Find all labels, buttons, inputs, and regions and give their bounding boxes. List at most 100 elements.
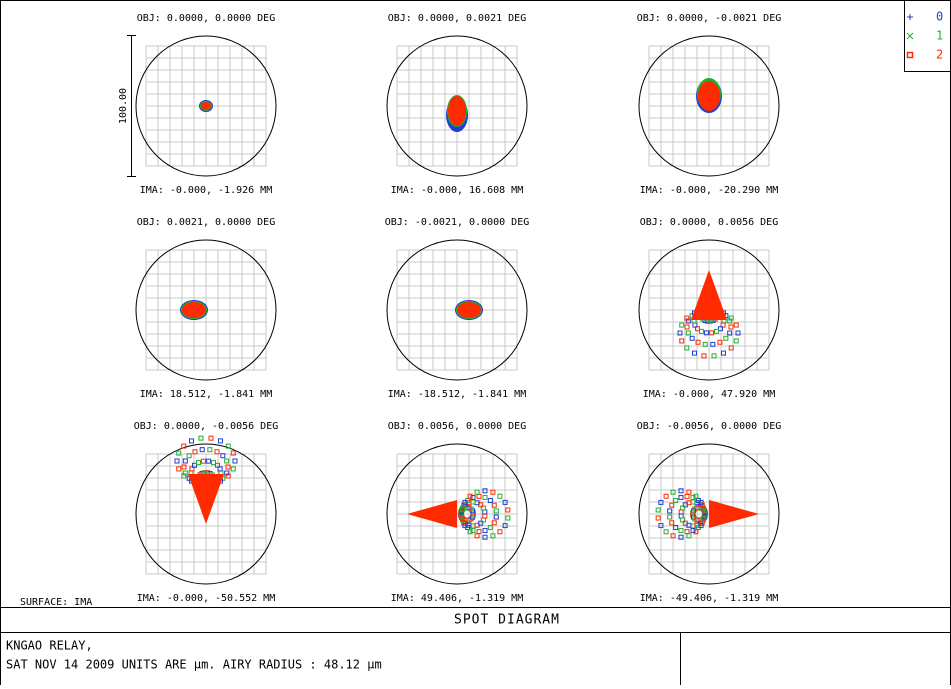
spot bbox=[174, 458, 180, 464]
spot bbox=[689, 335, 695, 341]
info-line: KNGAO RELAY, bbox=[6, 639, 93, 653]
spot bbox=[698, 81, 720, 111]
spot bbox=[663, 493, 669, 499]
obj-label: OBJ: 0.0000, 0.0056 DEG bbox=[640, 217, 778, 228]
legend-marker bbox=[906, 51, 914, 59]
spot-panel: OBJ: 0.0000, -0.0021 DEG IMA: -0.000, -20… bbox=[637, 13, 782, 196]
legend-label: 0 bbox=[936, 10, 943, 24]
spot bbox=[505, 507, 511, 513]
ima-label: IMA: -0.000, -50.552 MM bbox=[137, 593, 275, 604]
spot bbox=[686, 533, 692, 539]
obj-label: OBJ: 0.0000, 0.0021 DEG bbox=[388, 13, 526, 24]
spot bbox=[684, 315, 690, 321]
spot bbox=[482, 528, 488, 534]
spot bbox=[188, 474, 224, 524]
spot bbox=[701, 353, 707, 359]
spot bbox=[461, 502, 467, 508]
spot bbox=[218, 438, 223, 444]
spot bbox=[176, 466, 182, 472]
spot bbox=[502, 523, 508, 529]
spot bbox=[505, 515, 511, 521]
spot bbox=[199, 447, 205, 453]
airy-disk bbox=[638, 35, 780, 177]
spot bbox=[693, 529, 699, 535]
spot bbox=[678, 528, 684, 534]
spot bbox=[703, 330, 709, 336]
spot bbox=[474, 533, 480, 539]
spot-panel: OBJ: 0.0000, 0.0056 DEG IMA: -0.000, 47.9… bbox=[638, 217, 780, 400]
legend-box bbox=[904, 0, 951, 72]
obj-label: OBJ: 0.0000, -0.0056 DEG bbox=[134, 421, 279, 432]
spot bbox=[493, 514, 499, 520]
spot bbox=[482, 488, 488, 494]
spot bbox=[189, 466, 195, 472]
airy-disk bbox=[386, 35, 528, 177]
spot bbox=[459, 507, 465, 513]
spot bbox=[482, 509, 488, 515]
spot bbox=[230, 466, 236, 472]
spot bbox=[470, 494, 476, 500]
obj-label: OBJ: -0.0021, 0.0000 DEG bbox=[385, 217, 530, 228]
spot bbox=[459, 515, 465, 521]
spot bbox=[206, 458, 212, 464]
spot bbox=[201, 102, 211, 110]
spot bbox=[709, 330, 715, 336]
spot bbox=[474, 489, 480, 495]
spot bbox=[407, 500, 457, 528]
spot bbox=[686, 522, 692, 528]
spot bbox=[690, 528, 696, 534]
ima-label: IMA: -0.000, -1.926 MM bbox=[140, 185, 272, 196]
airy-disk bbox=[135, 239, 277, 381]
grid bbox=[396, 249, 518, 371]
grid bbox=[145, 45, 267, 167]
spot bbox=[476, 529, 482, 535]
spot bbox=[196, 460, 201, 466]
spot bbox=[189, 438, 194, 444]
spot-panel: OBJ: 0.0000, -0.0056 DEG IMA: -0.000, -50… bbox=[134, 421, 279, 604]
spot bbox=[478, 520, 484, 526]
spot bbox=[694, 517, 700, 523]
spot bbox=[214, 462, 220, 468]
spot bbox=[198, 435, 204, 441]
spot bbox=[733, 322, 739, 328]
spot bbox=[462, 523, 468, 529]
spot bbox=[673, 498, 679, 504]
spot bbox=[692, 350, 697, 356]
spot bbox=[728, 345, 734, 351]
spot bbox=[232, 458, 238, 464]
spot bbox=[487, 498, 493, 504]
spot bbox=[476, 493, 482, 499]
spot bbox=[699, 328, 704, 334]
spot bbox=[211, 460, 216, 466]
spot bbox=[192, 462, 198, 468]
spot-panel: OBJ: 0.0000, 0.0000 DEG IMA: -0.000, -1.9… bbox=[135, 13, 277, 196]
spot bbox=[669, 502, 675, 508]
spot bbox=[490, 489, 496, 495]
spot-panel: OBJ: 0.0000, 0.0021 DEG IMA: -0.000, 16.6… bbox=[386, 13, 528, 196]
spot bbox=[462, 499, 468, 505]
ima-label: IMA: 49.406, -1.319 MM bbox=[391, 593, 523, 604]
spot bbox=[208, 435, 214, 441]
spot bbox=[678, 494, 684, 500]
spot bbox=[691, 270, 727, 320]
spot bbox=[497, 493, 503, 499]
spot bbox=[709, 500, 759, 528]
spot bbox=[658, 499, 664, 505]
spot bbox=[699, 520, 705, 526]
spot bbox=[678, 488, 684, 494]
spot bbox=[695, 326, 701, 332]
airy-disk bbox=[638, 443, 780, 585]
spot-panel: OBJ: -0.0056, 0.0000 DEG IMA: -49.406, -1… bbox=[637, 421, 782, 604]
spot bbox=[714, 328, 719, 334]
surface-label: SURFACE: IMA bbox=[20, 597, 92, 608]
spot bbox=[655, 515, 661, 521]
ima-label: IMA: -49.406, -1.319 MM bbox=[640, 593, 778, 604]
spot bbox=[702, 341, 708, 347]
spot bbox=[670, 489, 676, 495]
spot bbox=[698, 523, 704, 529]
spot bbox=[182, 302, 206, 318]
spot bbox=[717, 339, 723, 345]
spot bbox=[733, 338, 739, 344]
